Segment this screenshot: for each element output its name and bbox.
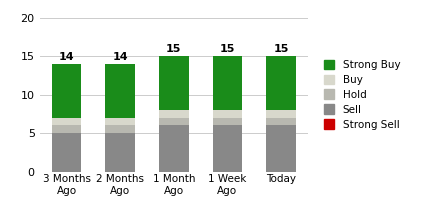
Bar: [159, 56, 189, 110]
Bar: [52, 64, 81, 118]
Text: 15: 15: [166, 44, 181, 54]
Bar: [106, 64, 135, 118]
Text: 14: 14: [59, 52, 74, 62]
Bar: [213, 110, 242, 118]
Bar: [213, 56, 242, 110]
Bar: [52, 118, 81, 125]
Text: 14: 14: [112, 52, 128, 62]
Bar: [106, 133, 135, 172]
Bar: [159, 110, 189, 118]
Bar: [106, 125, 135, 133]
Text: 15: 15: [273, 44, 289, 54]
Bar: [266, 125, 296, 172]
Bar: [159, 118, 189, 125]
Bar: [52, 133, 81, 172]
Legend: Strong Buy, Buy, Hold, Sell, Strong Sell: Strong Buy, Buy, Hold, Sell, Strong Sell: [324, 60, 400, 130]
Bar: [213, 118, 242, 125]
Bar: [159, 125, 189, 172]
Bar: [266, 110, 296, 118]
Bar: [106, 118, 135, 125]
Bar: [52, 125, 81, 133]
Bar: [266, 56, 296, 110]
Bar: [213, 125, 242, 172]
Bar: [266, 118, 296, 125]
Text: 15: 15: [220, 44, 235, 54]
